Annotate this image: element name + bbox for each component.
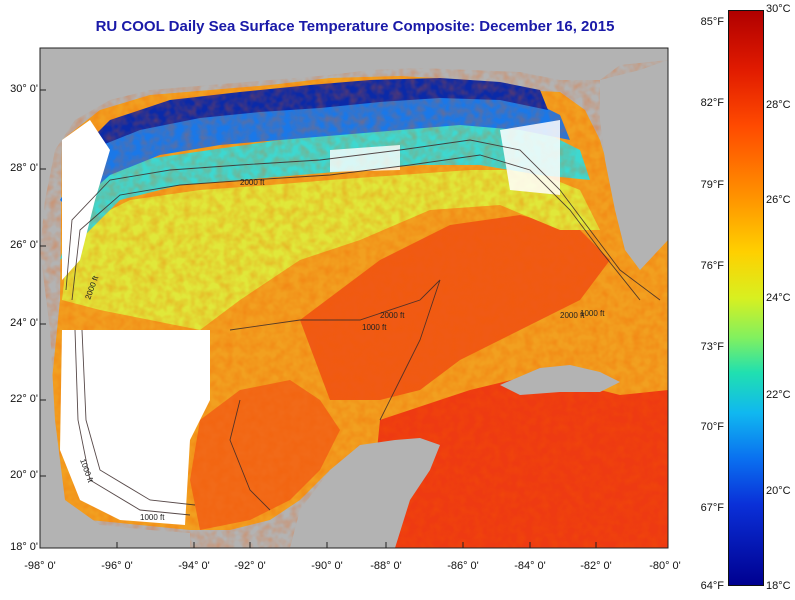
no-data-florida-shelf (500, 120, 560, 195)
lon-label-84: -84° 0' (514, 560, 546, 572)
mexico-land (40, 250, 190, 548)
colorbar-f-73: 73°F (700, 341, 724, 353)
map-frame (39, 47, 669, 549)
colorbar-c-22: 22°C (766, 389, 791, 401)
lat-label-22: 22° 0' (10, 393, 38, 405)
lon-label-92: -92° 0' (234, 560, 266, 572)
colorbar-f-70: 70°F (700, 421, 724, 433)
us-gulf-coast-land (40, 48, 668, 250)
lon-label-94: -94° 0' (178, 560, 210, 572)
no-data-western-shelf (60, 330, 210, 525)
contour-label-8: 1000 ft (140, 513, 165, 522)
no-data-northwest (62, 120, 110, 280)
colorbar-f-76: 76°F (700, 260, 724, 272)
lon-label-88: -88° 0' (370, 560, 402, 572)
cuba (500, 365, 620, 395)
contour-label-4: 2000 ft (380, 311, 405, 320)
lon-label-90: -90° 0' (311, 560, 343, 572)
colorbar-c-26: 26°C (766, 194, 791, 206)
florida-peninsula (600, 60, 668, 270)
colorbar-c-20: 20°C (766, 485, 791, 497)
colorbar-f-67: 67°F (700, 502, 724, 514)
contour-label-6: 1000 ft (580, 309, 605, 318)
colorbar-c-18: 18°C (766, 580, 791, 592)
lat-label-18: 18° 0' (10, 541, 38, 553)
yucatan-peninsula (290, 438, 440, 548)
frame-ticks (39, 89, 669, 549)
lon-label-82: -82° 0' (580, 560, 612, 572)
colorbar-legend: 85°F 82°F 79°F 76°F 73°F 70°F 67°F 64°F … (690, 0, 795, 600)
contour-label-7: 2000 ft (560, 311, 585, 320)
lat-label-26: 26° 0' (10, 239, 38, 251)
lat-label-20: 20° 0' (10, 469, 38, 481)
contour-label-5: 1000 ft (362, 323, 387, 332)
contour-label-1: 2000 ft (240, 178, 265, 187)
lon-label-80: -80° 0' (649, 560, 681, 572)
lat-label-28: 28° 0' (10, 162, 38, 174)
colorbar-f-64: 64°F (700, 580, 724, 592)
colorbar-f-85: 85°F (700, 16, 724, 28)
colorbar-f-79: 79°F (700, 179, 724, 191)
lon-label-86: -86° 0' (447, 560, 479, 572)
colorbar-c-24: 24°C (766, 292, 791, 304)
lat-label-30: 30° 0' (10, 83, 38, 95)
bathymetry-contours (65, 139, 661, 516)
lon-label-98: -98° 0' (24, 560, 56, 572)
temperature-colorbar (728, 10, 764, 586)
map-title: RU COOL Daily Sea Surface Temperature Co… (95, 18, 615, 35)
colorbar-c-30: 30°C (766, 3, 791, 15)
lat-label-24: 24° 0' (10, 317, 38, 329)
colorbar-f-82: 82°F (700, 97, 724, 109)
lon-label-96: -96° 0' (101, 560, 133, 572)
colorbar-c-28: 28°C (766, 99, 791, 111)
